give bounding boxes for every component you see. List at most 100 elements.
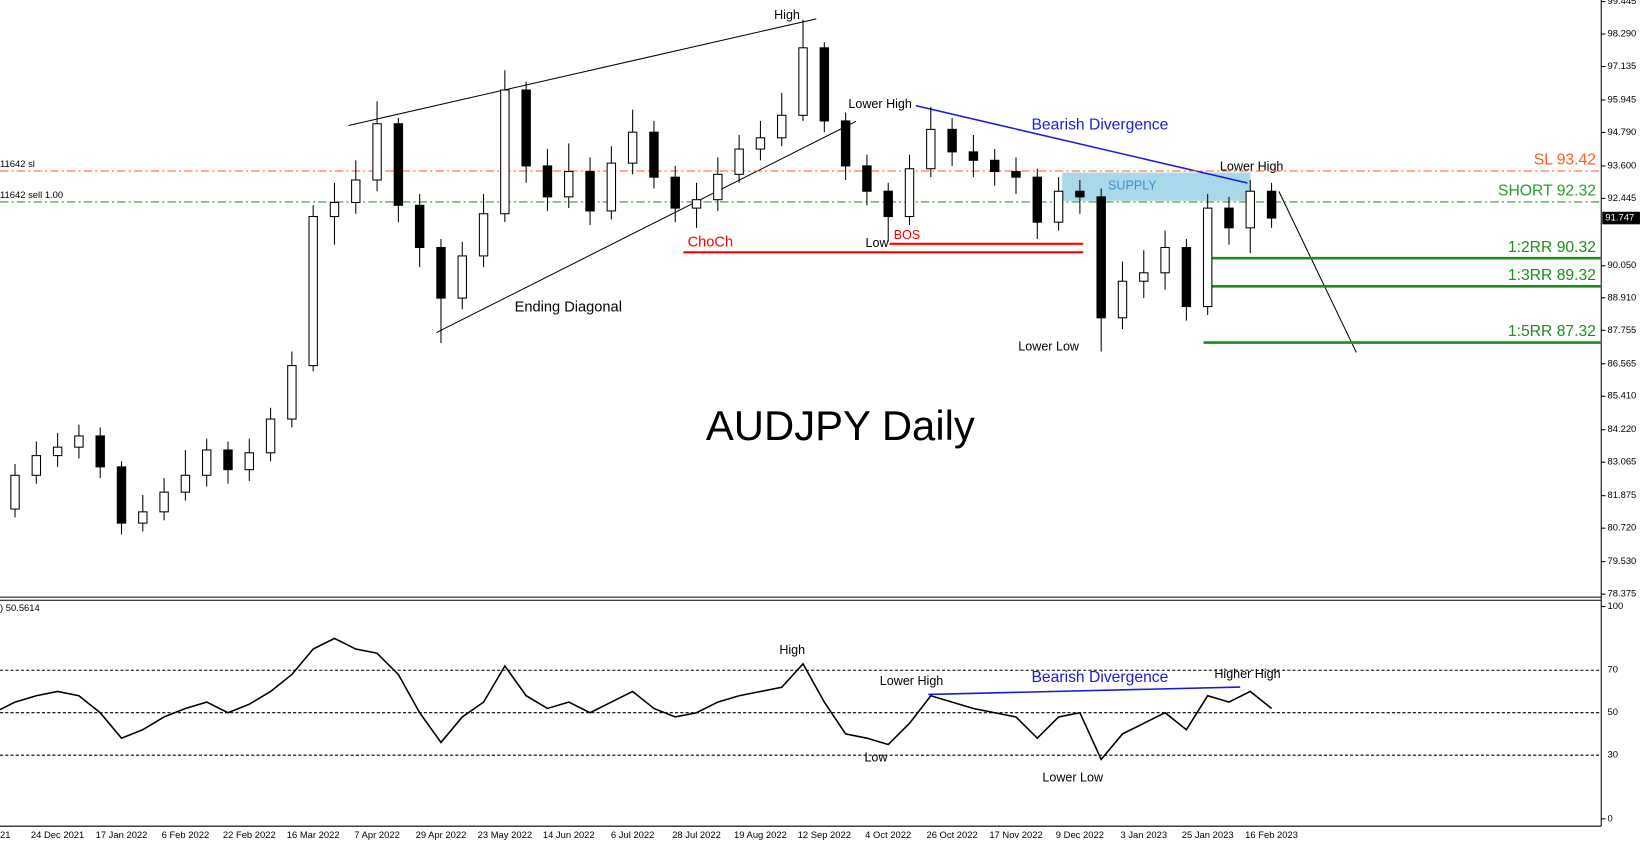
candle-body	[1096, 196, 1106, 319]
level-label: SHORT 92.32	[1498, 183, 1596, 200]
candle-body	[1139, 272, 1149, 282]
y-tick-label: 87.755	[1608, 324, 1637, 335]
x-tick-label: 6 Jul 2022	[611, 829, 654, 840]
candle-body	[777, 114, 787, 139]
candle-body	[436, 246, 446, 299]
candle-body	[372, 123, 382, 181]
y-tick-label: 98.290	[1608, 28, 1637, 39]
y-tick-label: 100	[1608, 600, 1624, 611]
candle-body	[351, 179, 361, 204]
y-tick-label: 88.910	[1608, 291, 1637, 302]
structure-label: BOS	[894, 228, 921, 242]
candle-body	[649, 131, 659, 178]
level-label: 1:3RR 89.32	[1508, 267, 1596, 284]
candle-body	[138, 511, 148, 524]
candle-body	[52, 446, 63, 457]
y-tick-label: 97.135	[1608, 60, 1637, 71]
annotation: Bearish Divergence	[1031, 669, 1168, 686]
annotation: Low	[865, 236, 889, 250]
rsi-divergence-line	[928, 686, 1241, 696]
y-tick-label: 90.050	[1608, 259, 1637, 270]
divergence-line	[915, 104, 1248, 184]
candle-body	[542, 165, 553, 198]
candle-body	[904, 168, 915, 218]
candle-body	[734, 148, 744, 175]
y-tick-label: 30	[1608, 749, 1618, 760]
candle-body	[1181, 246, 1192, 308]
candle-body	[95, 435, 105, 468]
candle-body	[926, 128, 936, 170]
y-tick-label: 94.790	[1608, 126, 1637, 137]
candle-body	[819, 47, 830, 122]
y-tick-label: 95.945	[1608, 93, 1637, 104]
y-tick-label: 70	[1608, 664, 1618, 675]
x-tick-label: 17 Jan 2022	[96, 829, 148, 840]
level-label: SL 93.42	[1534, 152, 1596, 169]
x-tick-label: 16 Feb 2023	[1245, 829, 1298, 840]
x-tick-label: 7 Apr 2022	[354, 829, 400, 840]
candle-body	[1224, 207, 1234, 229]
upper-diagonal	[348, 18, 817, 127]
candle-body	[755, 137, 766, 150]
candle-body	[244, 452, 254, 471]
candle-body	[1160, 246, 1170, 274]
candle-body	[159, 491, 169, 513]
candle-body	[287, 365, 297, 420]
x-tick-label: 22 Feb 2022	[223, 829, 276, 840]
candle-body	[10, 474, 20, 510]
candle-body	[862, 165, 872, 192]
candle-body	[1117, 280, 1128, 319]
price-tag-label: 91.747	[1605, 212, 1634, 223]
y-tick-label: 80.720	[1608, 522, 1637, 533]
y-tick-label: 0	[1608, 812, 1613, 823]
projection-line	[1278, 191, 1357, 353]
annotation: Lower High	[1220, 160, 1284, 174]
candle-body	[500, 89, 510, 215]
annotation: Lower Low	[1042, 770, 1104, 784]
candle-body	[606, 162, 617, 212]
structure-label: ChoCh	[688, 235, 734, 251]
level-label: 1:2RR 90.32	[1508, 239, 1596, 256]
candle-body	[1075, 190, 1085, 198]
candle-body	[414, 204, 425, 249]
y-tick-label: 79.530	[1608, 555, 1637, 566]
supply-label: SUPPLY	[1108, 178, 1157, 192]
x-tick-label: 23 May 2022	[478, 829, 532, 840]
candle-body	[627, 131, 638, 164]
candle-body	[1202, 207, 1213, 308]
x-tick-label: 9 Dec 2022	[1056, 829, 1104, 840]
candle-body	[1053, 190, 1064, 223]
candle-body	[116, 466, 127, 524]
candle-body	[1245, 190, 1255, 229]
y-tick-label: 50	[1608, 706, 1618, 717]
order-label: 11642 sl	[0, 158, 35, 169]
x-tick-label: 24 Dec 2021	[31, 829, 84, 840]
candle-body	[564, 171, 574, 198]
candle-body	[74, 435, 84, 448]
y-tick-label: 84.220	[1608, 423, 1637, 434]
x-tick-label: 21	[0, 829, 10, 840]
candle-body	[265, 418, 276, 454]
annotation: Lower High	[880, 674, 944, 688]
candle-body	[798, 47, 808, 116]
rsi-line	[0, 637, 1273, 761]
x-tick-label: 17 Nov 2022	[989, 829, 1042, 840]
candle-body	[201, 449, 212, 476]
chart-title: AUDJPY Daily	[706, 402, 975, 449]
candle-body	[691, 199, 702, 209]
candle-body	[223, 449, 233, 471]
candle-body	[1266, 190, 1277, 219]
x-tick-label: 14 Jun 2022	[543, 829, 595, 840]
candle-body	[393, 123, 404, 206]
x-tick-label: 4 Oct 2022	[865, 829, 911, 840]
annotation: Higher High	[1214, 667, 1280, 681]
candle-body	[31, 455, 42, 476]
indicator-header: ) 50.5614	[0, 602, 40, 613]
y-tick-label: 83.065	[1608, 456, 1637, 467]
x-tick-label: 16 Mar 2022	[287, 829, 340, 840]
annotation: Lower Low	[1018, 340, 1080, 354]
y-tick-label: 86.565	[1608, 357, 1637, 368]
y-tick-label: 81.875	[1608, 489, 1637, 500]
